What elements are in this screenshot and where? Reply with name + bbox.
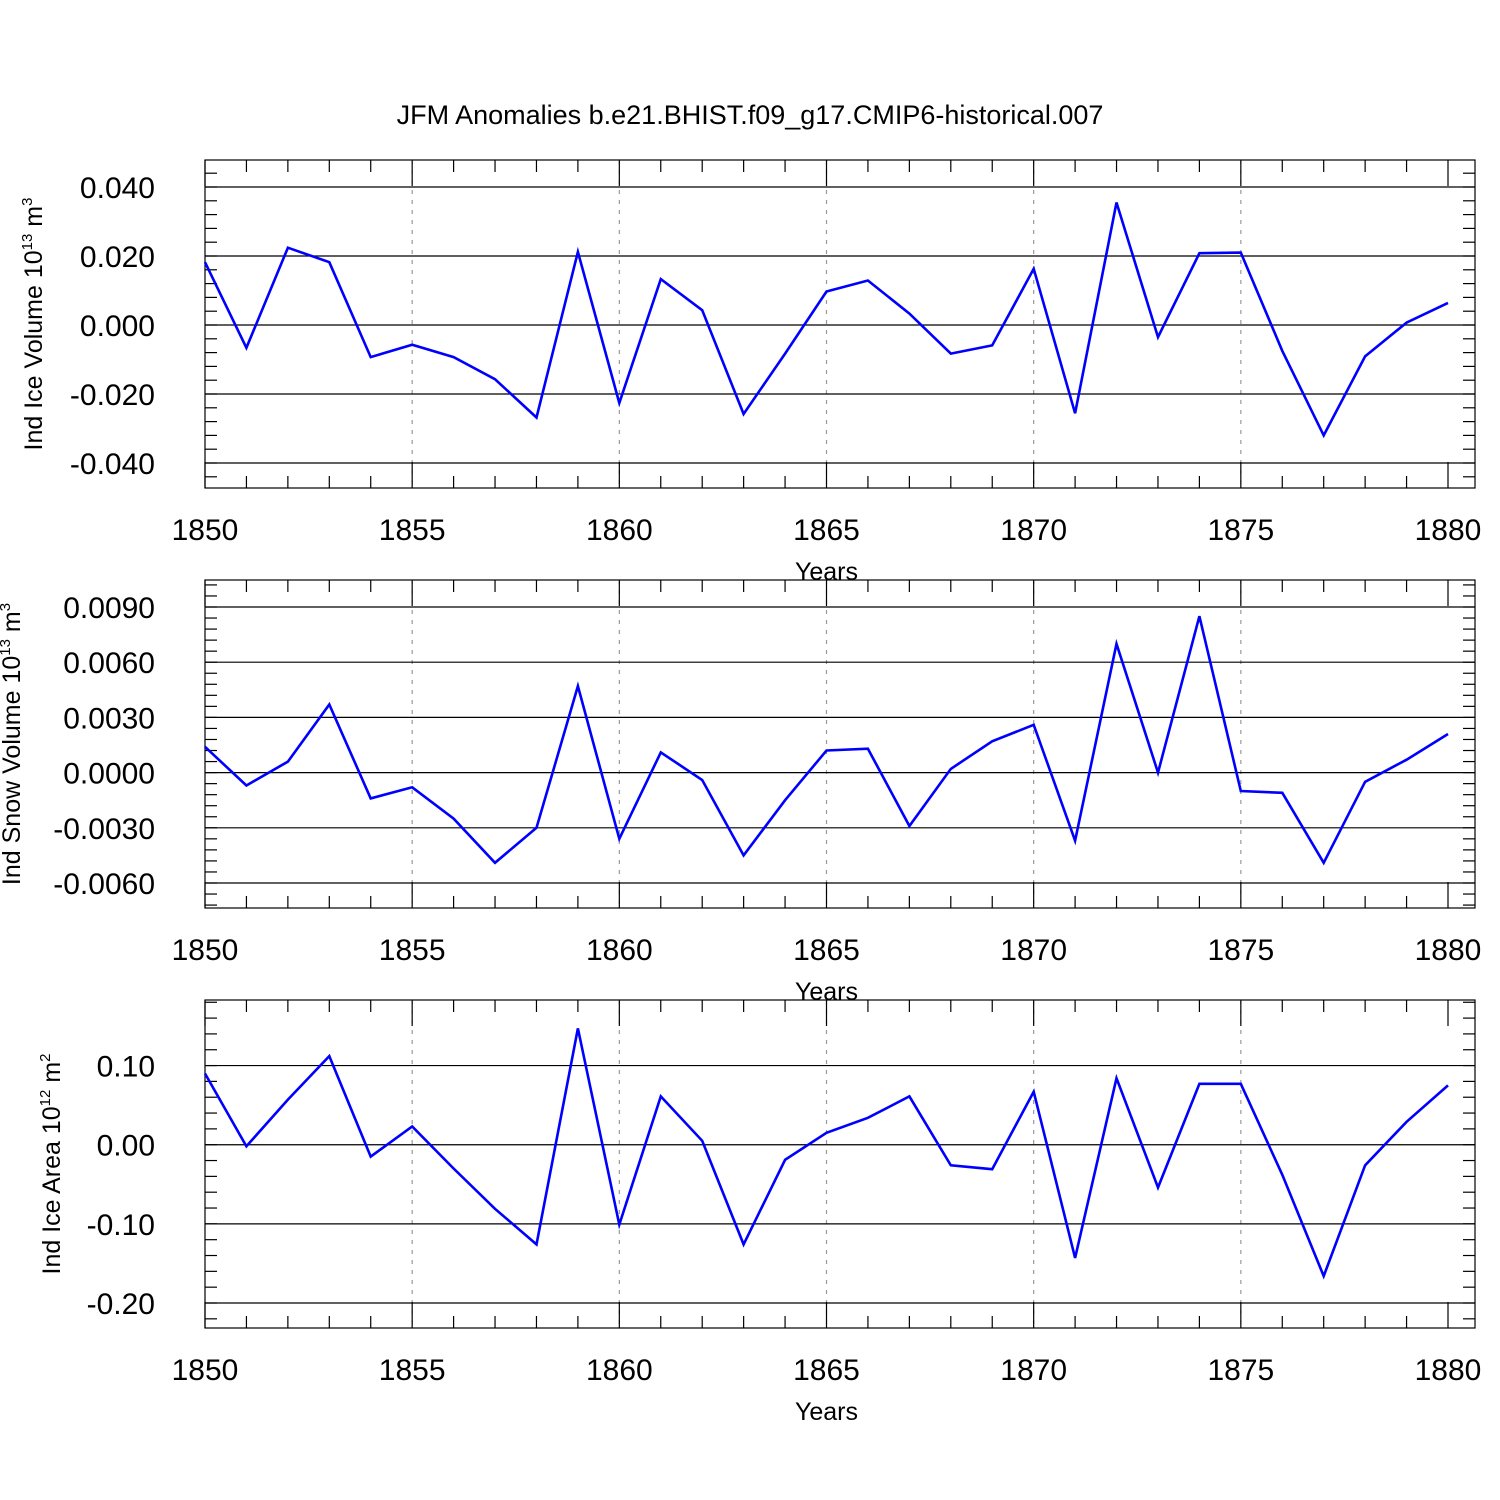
x-tick-label: 1855: [379, 1354, 446, 1387]
y-axis-title: Ind Ice Area 1012 m2: [37, 1054, 66, 1275]
y-axis-title-unit: m: [38, 1062, 66, 1090]
plot-frame: [204, 159, 1476, 489]
x-tick-label: 1855: [379, 934, 446, 967]
x-axis-title: Years: [795, 1398, 858, 1426]
plot-frame: [204, 579, 1476, 909]
y-tick-label: 0.020: [80, 241, 155, 274]
panel-2: 0.0090 0.0060 0.0030 0.0000 -0.0030 -0.0060 18…: [0, 579, 1482, 1006]
x-tick-label: 1865: [793, 514, 860, 547]
y-tick-label: -0.020: [70, 379, 155, 412]
x-tick-label: 1850: [172, 934, 239, 967]
panel-1: 0.040 0.020 0.000 -0.020 -0.040 1850 1855 1860 1…: [19, 159, 1482, 586]
y-axis-title-exp: 12: [37, 1090, 54, 1107]
x-tick-label: 1850: [172, 514, 239, 547]
x-tick-label: 1880: [1415, 1354, 1482, 1387]
y-tick-label: 0.00: [97, 1130, 155, 1163]
y-tick-label: 0.000: [80, 310, 155, 343]
panel-3: 0.10 0.00 -0.10 -0.20 1850 1855 1860 1865 1870 18…: [37, 999, 1482, 1426]
y-axis-title-unit: m: [20, 206, 48, 234]
plot-frame: [204, 999, 1476, 1329]
x-tick-label: 1875: [1207, 934, 1274, 967]
x-tick-label: 1855: [379, 514, 446, 547]
y-tick-label: -0.0030: [53, 813, 155, 846]
x-tick-label: 1880: [1415, 934, 1482, 967]
x-tick-label: 1860: [586, 934, 653, 967]
y-tick-label: -0.0060: [53, 868, 155, 901]
y-axis-title-exp: 13: [0, 639, 14, 656]
y-tick-label: 0.0030: [63, 702, 155, 735]
y-tick-label: 0.040: [80, 172, 155, 205]
x-tick-label: 1875: [1207, 1354, 1274, 1387]
y-axis-title: Ind Snow Volume 1013 m3: [0, 603, 26, 885]
y-tick-label: 0.0000: [63, 758, 155, 791]
y-axis-title-unit-exp: 3: [0, 603, 14, 611]
y-axis-title: Ind Ice Volume 1013 m3: [19, 198, 48, 451]
y-tick-label: -0.10: [87, 1209, 155, 1242]
y-axis-title-main: Ind Ice Volume 10: [20, 250, 48, 450]
x-tick-label: 1865: [793, 934, 860, 967]
x-tick-label: 1850: [172, 1354, 239, 1387]
y-axis-title-unit: m: [0, 611, 26, 639]
y-tick-label: 0.10: [97, 1051, 155, 1084]
y-tick-label: -0.20: [87, 1288, 155, 1321]
y-axis-title-unit-exp: 2: [37, 1054, 54, 1062]
y-axis-title-exp: 13: [19, 234, 36, 251]
x-tick-label: 1870: [1000, 934, 1067, 967]
x-tick-label: 1880: [1415, 514, 1482, 547]
y-axis-title-unit-exp: 3: [19, 198, 36, 206]
y-tick-label: 0.0090: [63, 592, 155, 625]
chart-title: JFM Anomalies b.e21.BHIST.f09_g17.CMIP6-…: [397, 100, 1104, 130]
x-tick-label: 1875: [1207, 514, 1274, 547]
y-axis-title-main: Ind Snow Volume 10: [0, 656, 26, 885]
x-tick-label: 1870: [1000, 1354, 1067, 1387]
x-tick-label: 1865: [793, 1354, 860, 1387]
x-tick-label: 1860: [586, 514, 653, 547]
y-tick-label: -0.040: [70, 448, 155, 481]
y-axis-title-main: Ind Ice Area 10: [38, 1106, 66, 1274]
y-tick-label: 0.0060: [63, 647, 155, 680]
x-tick-label: 1870: [1000, 514, 1067, 547]
x-tick-label: 1860: [586, 1354, 653, 1387]
